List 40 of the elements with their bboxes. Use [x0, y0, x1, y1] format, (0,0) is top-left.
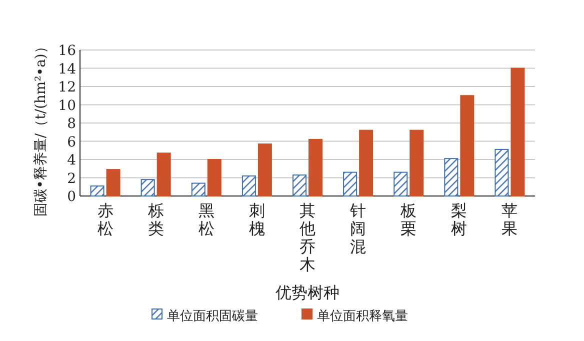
- y-tick-label: 10: [58, 98, 76, 114]
- bar: [444, 158, 458, 196]
- x-tick-label: 梨树: [451, 201, 468, 238]
- bar: [359, 130, 374, 196]
- x-tick-label: 苹果: [502, 201, 518, 238]
- bar: [156, 152, 171, 196]
- y-axis-title: 固碳•释养量/（t/(hm²•a)）: [33, 40, 49, 216]
- y-tick-label: 0: [67, 189, 76, 205]
- legend-label: 单位面积固碳量: [167, 309, 258, 324]
- x-axis-title: 优势树种: [276, 283, 340, 302]
- y-tick-label: 6: [67, 134, 76, 150]
- bar: [460, 95, 474, 196]
- y-tick-label: 2: [67, 170, 76, 187]
- bar: [410, 130, 424, 196]
- bar: [191, 182, 206, 196]
- bar: [90, 185, 104, 196]
- bar: [106, 169, 120, 196]
- x-tick-label: 黑松: [198, 201, 214, 238]
- y-tick-label: 8: [67, 116, 76, 132]
- bar: [308, 138, 322, 196]
- y-tick-label: 4: [67, 152, 76, 168]
- bar: [242, 175, 256, 196]
- bar: [140, 179, 155, 196]
- x-tick-label: 针阔混: [349, 201, 366, 256]
- x-tick-label: 其他乔木: [300, 201, 316, 274]
- x-tick-label: 刺槐: [248, 201, 265, 238]
- x-tick-label: 赤松: [97, 201, 114, 238]
- legend-label: 单位面积释氧量: [317, 309, 408, 324]
- bar: [258, 143, 272, 196]
- bar: [394, 172, 408, 196]
- bar: [343, 172, 358, 196]
- bar: [494, 148, 509, 196]
- y-tick-label: 14: [58, 61, 76, 78]
- y-tick-label: 16: [58, 43, 76, 59]
- bar: [510, 68, 525, 196]
- bar: [207, 159, 222, 196]
- x-tick-label: 板栗: [400, 201, 417, 238]
- x-tick-label: 栎类: [146, 201, 164, 238]
- y-tick-label: 12: [58, 80, 76, 96]
- bar: [292, 174, 306, 196]
